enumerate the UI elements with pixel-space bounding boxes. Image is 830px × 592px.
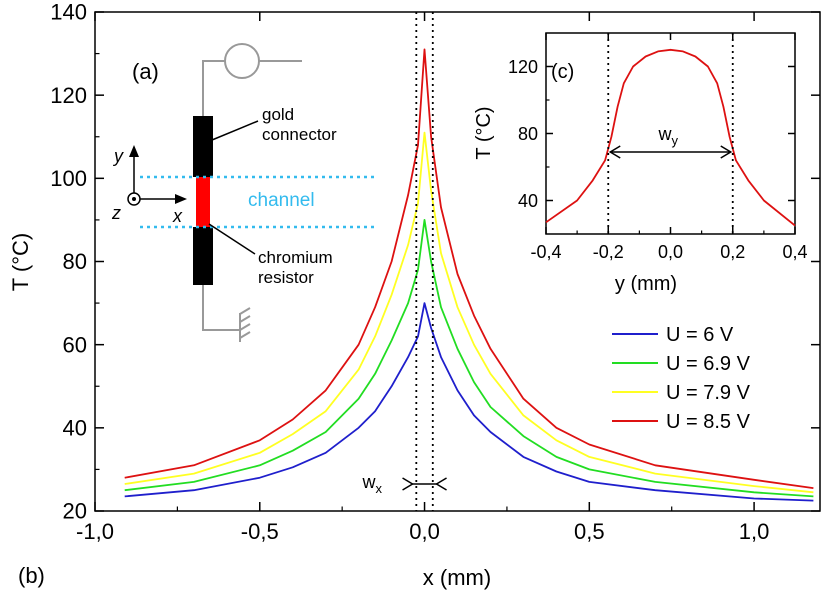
panel-label-a: (a) [132,59,159,84]
inset-a-schematic: (a) channel gold connector chromium resi… [111,43,378,342]
y-tick-label: 80 [63,249,87,274]
y-tick-label: 40 [63,416,87,441]
series-line-3 [124,48,814,489]
y-tick-label: 120 [508,57,538,77]
inset-x-axis-label: y (mm) [615,273,677,295]
wire [202,43,302,342]
gold-label-line2: connector [262,125,337,144]
x-tick-label: 0,4 [782,242,807,262]
main-x-axis-label: x (mm) [423,565,491,590]
x-tick-label: 0,2 [720,242,745,262]
legend-label: U = 6.9 V [666,353,751,375]
gold-label-line1: gold [262,105,294,124]
gold-connector-pointer [211,120,259,141]
wy-arrowhead-left [608,145,621,159]
ground-icon [239,307,251,342]
wire-bottom [202,285,240,331]
channel-label: channel [248,190,315,211]
y-tick-label: 120 [50,83,87,108]
axis-y-label: y [112,146,124,166]
series-line-2 [124,131,814,494]
x-tick-label: -0,2 [593,242,624,262]
chromium-label-line2: resistor [258,268,314,287]
panel-label-b: (b) [18,563,45,588]
legend-label: U = 8.5 V [666,411,751,433]
legend-label: U = 6 V [666,324,734,346]
series-line-1 [124,218,814,498]
x-tick-label: 0,0 [658,242,683,262]
inset-curves [545,48,796,227]
coordinate-axes-icon [127,145,187,206]
y-tick-label: 40 [518,191,538,211]
gold-connector-bottom [193,227,213,285]
main-curves [124,48,814,502]
x-tick-label: -0,5 [241,519,279,544]
inset-c-frame [545,32,796,235]
x-tick-label: 0,0 [409,519,440,544]
panel-label-c: (c) [551,61,574,83]
y-tick-label: 60 [63,332,87,357]
main-y-axis-label: T (°C) [8,233,33,292]
gold-connector-top [193,116,213,177]
inset-y-axis-label: T (°C) [473,106,495,159]
wx-arrow-right [435,477,447,491]
x-tick-label: 0,5 [574,519,605,544]
main-annotations: wx [362,12,447,511]
legend-label: U = 7.9 V [666,382,751,404]
y-tick-label: 140 [50,0,87,25]
main-plot: -1,0 -0,5 0,0 0,5 1,0 20 40 60 80 100 120 140 wx x … [8,0,821,590]
chromium-pointer [208,223,256,255]
main-ticks: -1,0 -0,5 0,0 0,5 1,0 20 40 60 80 100 120 140 [50,0,820,544]
y-tick-label: 20 [63,499,87,524]
current-source-icon [224,43,260,79]
x-tick-label: -1,0 [76,519,114,544]
chromium-label-line1: chromium [258,248,333,267]
series-line-0 [124,302,814,502]
x-tick-label: -0,4 [530,242,561,262]
axis-z-label: z [111,203,121,223]
wx-label: wx [362,472,383,496]
series-line-0 [545,48,796,227]
wy-arrowhead-right [720,145,733,159]
y-tick-label: 80 [518,124,538,144]
x-tick-label: 1,0 [739,519,770,544]
legend: U = 6 V U = 6.9 V U = 7.9 V U = 8.5 V [612,324,751,433]
y-tick-label: 100 [50,166,87,191]
wx-arrow-left [402,477,415,491]
wire-top [202,60,225,116]
inset-ticks: -0,4 -0,2 0,0 0,2 0,4 40 80 120 [508,33,808,262]
chromium-resistor [196,177,210,227]
axis-x-label: x [172,206,183,226]
